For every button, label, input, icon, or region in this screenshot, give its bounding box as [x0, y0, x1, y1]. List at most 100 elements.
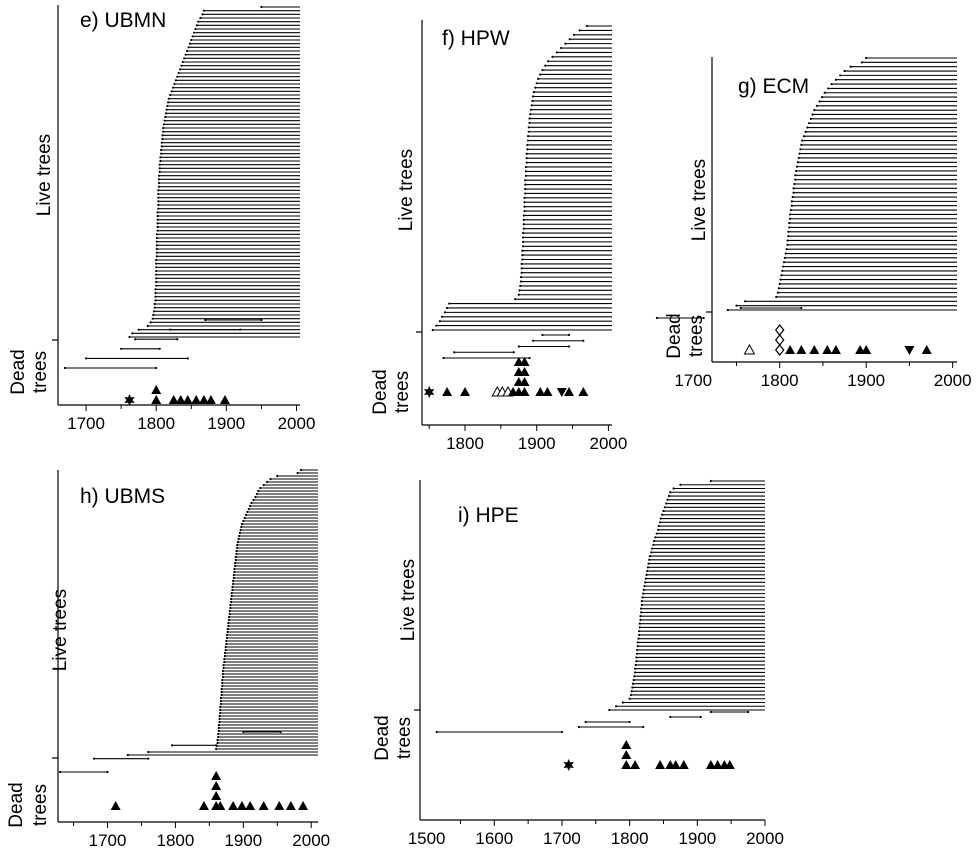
triangle-marker	[228, 801, 238, 810]
dead-tree-start-dot	[585, 721, 587, 723]
dead-tree-end-dot	[528, 357, 530, 359]
live-tree-start-dot	[525, 166, 527, 168]
live-tree-start-dot	[639, 615, 641, 617]
live-tree-start-dot	[159, 160, 161, 162]
live-tree-start-dot	[634, 668, 636, 670]
x-tick-label: 1900	[518, 434, 556, 453]
live-tree-start-dot	[221, 679, 223, 681]
live-tree-start-dot	[230, 598, 232, 600]
live-tree-start-dot	[156, 255, 158, 257]
triangle-marker	[237, 801, 247, 810]
star-marker	[564, 759, 574, 771]
live-tree-start-dot	[791, 205, 793, 207]
live-tree-start-dot	[579, 29, 581, 31]
live-tree-start-dot	[631, 686, 633, 688]
live-tree-start-dot	[629, 698, 631, 700]
live-tree-start-dot	[649, 555, 651, 557]
live-tree-start-dot	[215, 748, 217, 750]
live-tree-start-dot	[179, 68, 181, 70]
live-tree-start-dot	[865, 57, 867, 59]
triangle-marker	[621, 760, 631, 769]
open-triangle-marker	[744, 345, 754, 354]
dead-tree-start-dot	[669, 716, 671, 718]
live-tree-start-dot	[155, 274, 157, 276]
live-tree-start-dot	[183, 57, 185, 59]
live-tree-start-dot	[791, 200, 793, 202]
live-tree-start-dot	[219, 706, 221, 708]
live-tree-start-dot	[788, 222, 790, 224]
live-tree-start-dot	[276, 475, 278, 477]
live-tree-start-dot	[223, 658, 225, 660]
live-tree-start-dot	[232, 583, 234, 585]
live-tree-start-dot	[168, 98, 170, 100]
live-tree-start-dot	[176, 76, 178, 78]
x-tick-label: 1700	[67, 414, 105, 433]
live-tree-start-dot	[227, 631, 229, 633]
live-trees-label: Live trees	[689, 159, 710, 241]
live-tree-start-dot	[233, 568, 235, 570]
triangle-marker	[542, 387, 552, 396]
live-tree-start-dot	[523, 197, 525, 199]
dead-tree-end-dot	[176, 338, 178, 340]
trees-label: trees	[394, 717, 415, 759]
triangle-marker	[206, 395, 216, 404]
panel-title: i) HPE	[458, 504, 519, 527]
live-tree-start-dot	[524, 179, 526, 181]
live-tree-start-dot	[636, 649, 638, 651]
live-tree-start-dot	[235, 559, 237, 561]
dead-tree-end-dot	[239, 329, 241, 331]
live-tree-start-dot	[297, 472, 299, 474]
x-tick-label: 1700	[674, 371, 712, 390]
dead-tree-end-dot	[159, 348, 161, 350]
live-tree-start-dot	[657, 529, 659, 531]
live-tree-start-dot	[218, 727, 220, 729]
live-tree-start-dot	[192, 35, 194, 37]
live-tree-start-dot	[861, 61, 863, 63]
live-tree-start-dot	[639, 619, 641, 621]
dead-tree-end-dot	[106, 771, 108, 773]
live-tree-start-dot	[531, 100, 533, 102]
live-tree-start-dot	[523, 201, 525, 203]
live-tree-start-dot	[518, 289, 520, 291]
live-tree-start-dot	[637, 645, 639, 647]
triangle-marker	[861, 345, 871, 354]
dead-tree-start-dot	[204, 319, 206, 321]
live-tree-start-dot	[797, 161, 799, 163]
live-tree-start-dot	[653, 540, 655, 542]
live-tree-start-dot	[157, 208, 159, 210]
live-tree-start-dot	[522, 245, 524, 247]
dead-label: Dead	[6, 782, 27, 827]
live-tree-start-dot	[190, 39, 192, 41]
live-tree-start-dot	[220, 703, 222, 705]
live-tree-start-dot	[779, 283, 781, 285]
live-tree-start-dot	[220, 688, 222, 690]
live-tree-start-dot	[257, 490, 259, 492]
live-tree-start-dot	[529, 113, 531, 115]
open-diamond-marker	[776, 335, 784, 345]
live-tree-start-dot	[186, 50, 188, 52]
panel-h-ubms: h) UBMS Live trees Dead trees 1700 1800 19…	[6, 469, 330, 850]
dead-tree-start-dot	[134, 338, 136, 340]
live-tree-start-dot	[539, 73, 541, 75]
live-tree-start-dot	[225, 646, 227, 648]
live-tree-start-dot	[818, 100, 820, 102]
live-tree-start-dot	[233, 577, 235, 579]
live-tree-start-dot	[522, 236, 524, 238]
live-tree-start-dot	[231, 595, 233, 597]
triangle-marker	[578, 387, 588, 396]
live-tree-start-dot	[167, 101, 169, 103]
live-tree-start-dot	[831, 83, 833, 85]
live-tree-start-dot	[159, 164, 161, 166]
live-tree-start-dot	[269, 478, 271, 480]
trees-label: trees	[30, 351, 51, 393]
live-tree-start-dot	[787, 235, 789, 237]
live-tree-start-dot	[227, 628, 229, 630]
live-tree-start-dot	[169, 94, 171, 96]
panel-title: f) HPW	[442, 27, 510, 50]
live-tree-start-dot	[164, 120, 166, 122]
live-tree-start-dot	[218, 730, 220, 732]
panel-g-ecm: g) ECM Live trees Dead trees 1700 1800 190…	[656, 57, 972, 390]
live-tree-start-dot	[157, 215, 159, 217]
live-tree-start-dot	[564, 43, 566, 45]
